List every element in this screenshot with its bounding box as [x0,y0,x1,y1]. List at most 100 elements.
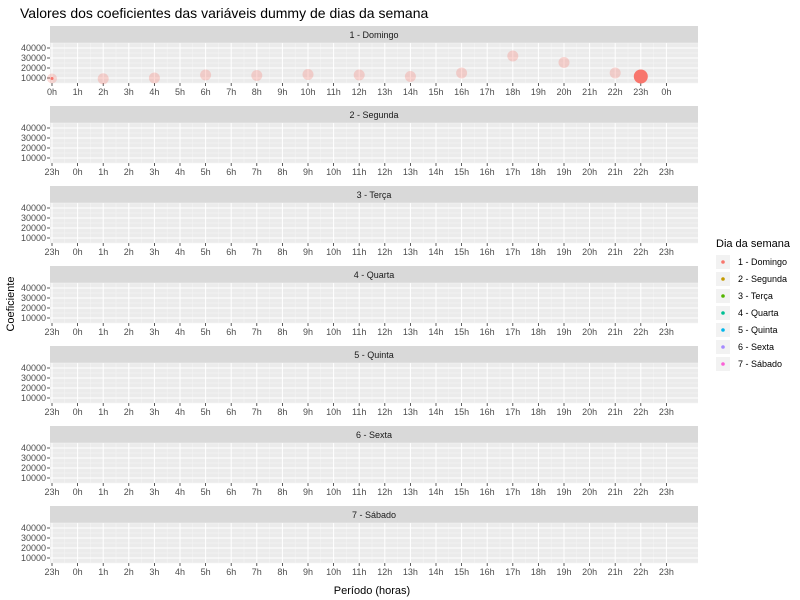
x-tick-label: 21h [608,567,623,577]
x-tick-label: 17h [505,567,520,577]
x-tick-label: 13h [403,167,418,177]
x-tick-label: 11h [352,567,366,577]
x-tick-label: 14h [428,167,443,177]
y-tick-label: 30000 [21,53,46,63]
x-tick-label: 0h [73,327,83,337]
x-tick-label: 11h [352,407,366,417]
x-tick-label: 3h [149,167,159,177]
x-tick-label: 15h [454,247,469,257]
x-tick-label: 22h [633,327,648,337]
x-tick-label: 5h [201,167,211,177]
x-tick-label: 11h [326,87,340,97]
x-tick-label: 5h [201,567,211,577]
data-point [148,72,160,84]
x-tick-label: 0h [47,87,57,97]
legend-label: 7 - Sábado [738,359,782,369]
x-tick-label: 20h [582,327,597,337]
x-tick-label: 16h [480,167,495,177]
y-tick-label: 20000 [21,383,46,393]
y-tick-label: 40000 [21,523,46,533]
x-tick-label: 12h [377,247,392,257]
x-tick-label: 11h [352,487,366,497]
x-tick-label: 21h [608,487,623,497]
x-tick-label: 20h [582,167,597,177]
x-tick-label: 4h [175,487,185,497]
x-tick-label: 4h [175,567,185,577]
panel-strip [50,506,698,523]
y-tick-label: 20000 [21,543,46,553]
x-tick-label: 5h [175,87,185,97]
y-tick-label: 10000 [21,393,46,403]
y-tick-label: 40000 [21,443,46,453]
x-tick-label: 7h [252,327,262,337]
panel-strip [50,426,698,443]
x-tick-label: 13h [403,487,418,497]
x-tick-label: 22h [633,407,648,417]
x-tick-label: 8h [277,567,287,577]
x-tick-label: 14h [428,247,443,257]
x-tick-label: 10h [326,167,341,177]
x-tick-label: 11h [352,247,366,257]
panel-strip-label: 5 - Quinta [354,350,394,360]
x-tick-label: 11h [352,167,366,177]
x-tick-label: 19h [556,247,571,257]
legend-marker [721,328,725,332]
x-tick-label: 9h [303,407,313,417]
data-point [97,73,109,85]
legend-marker [721,311,725,315]
x-tick-label: 19h [531,87,546,97]
data-point [302,69,314,80]
x-tick-label: 17h [480,87,495,97]
x-tick-label: 8h [277,247,287,257]
panel-strip [50,106,698,123]
data-point [507,50,519,62]
x-tick-label: 3h [149,247,159,257]
panel-strip-label: 2 - Segunda [349,110,398,120]
x-tick-label: 23h [44,487,59,497]
x-tick-label: 23h [659,567,674,577]
x-tick-label: 12h [377,487,392,497]
panel-strip [50,26,698,43]
x-tick-label: 15h [454,567,469,577]
x-tick-label: 0h [661,87,671,97]
x-tick-label: 17h [505,487,520,497]
x-tick-label: 1h [98,167,108,177]
x-tick-label: 4h [175,167,185,177]
x-tick-label: 20h [582,487,597,497]
x-tick-label: 12h [352,87,367,97]
x-tick-label: 10h [326,407,341,417]
x-tick-label: 5h [201,247,211,257]
panel-strip-label: 6 - Sexta [356,430,392,440]
x-tick-label: 21h [608,407,623,417]
x-tick-label: 5h [201,407,211,417]
x-tick-label: 17h [505,167,520,177]
x-tick-label: 2h [124,407,134,417]
x-tick-label: 22h [633,247,648,257]
x-tick-label: 14h [403,87,418,97]
y-tick-label: 20000 [21,463,46,473]
x-tick-label: 9h [277,87,287,97]
x-tick-label: 3h [149,487,159,497]
x-tick-label: 15h [454,487,469,497]
x-tick-label: 0h [73,247,83,257]
x-tick-label: 22h [633,167,648,177]
x-tick-label: 1h [98,247,108,257]
x-tick-label: 21h [608,247,623,257]
legend-item: 3 - Terça [716,289,773,303]
x-tick-label: 11h [352,327,366,337]
x-tick-label: 23h [659,407,674,417]
x-tick-label: 16h [480,327,495,337]
x-tick-label: 20h [582,247,597,257]
x-tick-label: 23h [44,247,59,257]
x-tick-label: 15h [428,87,443,97]
x-tick-label: 8h [252,87,262,97]
x-tick-label: 19h [556,487,571,497]
x-tick-label: 4h [175,327,185,337]
data-point [200,69,212,81]
x-tick-label: 3h [149,407,159,417]
